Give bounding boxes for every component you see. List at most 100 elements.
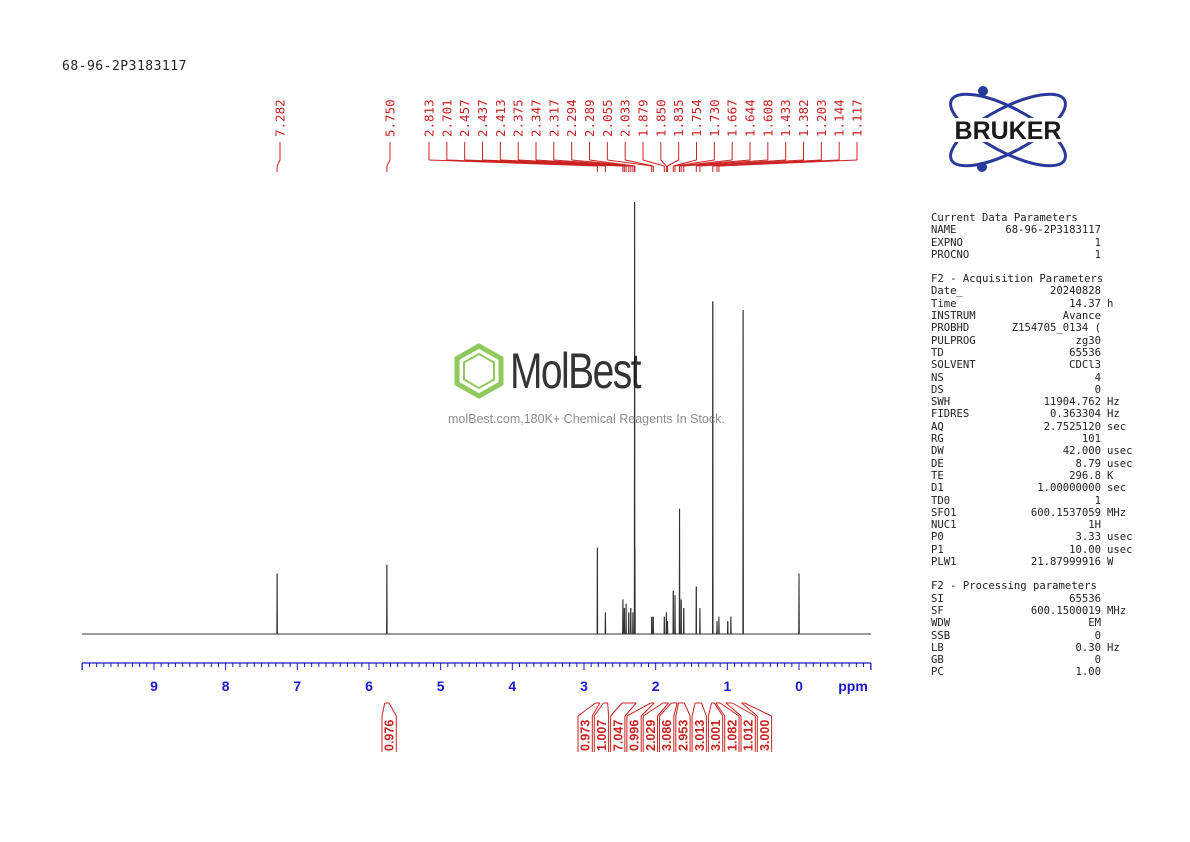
param-value: Avance [1062,310,1101,323]
param-row: PC 1.00 [931,666,1133,678]
param-value: 11904.762 [1043,396,1101,409]
watermark-tagline: molBest.com,180K+ Chemical Reagents In S… [448,412,725,426]
param-value: 296.8 [1069,469,1101,482]
integral-value: 2.953 [676,720,690,751]
param-value: 101 [1081,433,1101,446]
param-row: D1 1.00000000 sec [931,482,1133,494]
param-row: GB 0 [931,654,1133,666]
peak-label-connector [667,159,679,167]
param-unit: sec [1107,482,1127,495]
peak-label-connector [589,159,636,167]
spectrum-trace-layer [82,201,871,635]
param-value: 0 [1094,654,1101,667]
param-value: CDCl3 [1069,359,1101,372]
param-key: D1 [931,482,944,495]
peak-shift-label: 1.879 [636,99,651,137]
param-key: WDW [931,617,951,630]
param-value: 0.363304 [1049,408,1101,421]
integral-connector [732,702,756,717]
param-row: DE 8.79 usec [931,458,1133,470]
integral-value: 0.976 [383,720,397,751]
param-value: 0 [1094,629,1101,642]
peak-label-connector [446,159,606,167]
integral-connector [657,702,669,717]
integral-connector [719,702,740,717]
param-row: INSTRUM Avance [931,310,1133,322]
integral-connector [591,702,601,717]
param-unit [1101,347,1107,359]
param-unit [1101,519,1107,531]
param-unit: W [1107,556,1114,569]
param-key: SF [931,604,944,617]
param-key: LB [931,641,944,654]
param-key: PULPROG [931,334,976,347]
param-key: P0 [931,531,944,544]
param-row: RG 101 [931,433,1133,445]
param-key: DS [931,383,944,396]
bruker-brand-text: BRUKER [955,117,1062,145]
integral-connector [640,702,655,717]
param-unit [1101,433,1107,445]
param-group-title: Current Data Parameters [931,212,1078,224]
param-row: DS 0 [931,384,1133,396]
param-unit: usec [1107,531,1133,544]
integral-connector [610,702,623,717]
molbest-watermark: MolBest molBest.com,180K+ Chemical Reage… [440,340,750,440]
peak-shift-label: 1.644 [743,99,758,137]
peak-shift-label: 2.289 [582,99,597,137]
integral-connector [577,702,596,717]
param-unit: Hz [1107,396,1120,409]
param-value: 14.37 [1069,297,1101,310]
param-unit [1101,322,1107,334]
x-tick-label: 7 [293,678,301,694]
integral-connector [715,702,726,717]
param-key: Time [931,297,957,310]
param-row: FIDRES 0.363304 Hz [931,408,1133,420]
param-row: NS 4 [931,372,1133,384]
integral-value: 3.086 [660,720,674,751]
peak-label-connector [674,159,715,167]
peak-shift-label: 1.117 [850,99,865,137]
param-key: TE [931,469,944,482]
param-unit [1101,617,1107,629]
x-tick-label: 9 [150,678,158,694]
param-value: 68-96-2P3183117 [1005,224,1101,237]
param-group: F2 - Acquisition Parameters Date_ 20240828… [931,273,1133,568]
param-row: NUC1 1H [931,519,1133,531]
param-unit [1101,237,1107,249]
integral-connector [691,702,696,717]
param-unit [1101,495,1107,507]
integral-value: 0.973 [579,720,593,751]
peak-shift-label: 2.033 [618,99,633,137]
param-key: INSTRUM [931,310,976,323]
param-key: SI [931,592,944,605]
param-row: PULPROG zg30 [931,335,1133,347]
param-value: 600.1537059 [1030,506,1101,519]
param-value: 1 [1094,248,1101,261]
integral-connector [707,702,713,717]
param-key: SOLVENT [931,359,976,372]
param-row: TD0 1 [931,495,1133,507]
peak-label-connector [699,159,804,167]
param-key: PROBHD [931,322,970,335]
param-value: 0 [1094,383,1101,396]
param-value: 1 [1094,236,1101,249]
param-key: Date_ [931,285,963,298]
param-value: 1.00 [1075,666,1101,679]
param-unit [1101,285,1107,297]
x-tick-label: 6 [365,678,373,694]
integral-value: 0.996 [628,720,642,751]
param-row: AQ 2.7525120 sec [931,421,1133,433]
peak-shift-label: 2.317 [546,99,561,137]
param-row: SI 65536 [931,593,1133,605]
param-value: 20240828 [1049,285,1101,298]
param-value: 42.000 [1062,445,1101,458]
param-unit [1101,249,1107,261]
peak-shift-label: 1.667 [725,99,740,137]
param-key: NS [931,371,944,384]
param-key: PROCNO [931,248,970,261]
param-value: Z154705_0134 ( [1011,322,1101,335]
param-row: EXPNO 1 [931,237,1133,249]
param-value: 2.7525120 [1043,420,1101,433]
peak-shift-label: 2.437 [475,99,490,137]
